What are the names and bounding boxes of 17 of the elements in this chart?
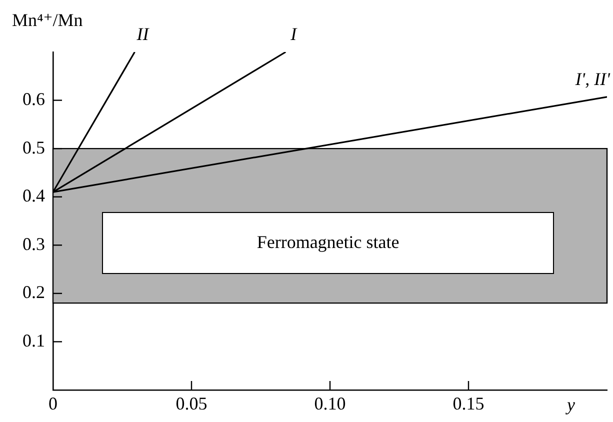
- y-tick-label: 0.5: [22, 137, 45, 158]
- y-tick-label: 0.6: [22, 89, 45, 110]
- series-label: II: [136, 24, 150, 44]
- y-tick-label: 0.2: [22, 282, 45, 302]
- y-axis-title: Mn⁴⁺/Mn: [12, 10, 83, 30]
- series-label: I: [290, 24, 298, 44]
- x-tick-label: 0.05: [176, 394, 208, 414]
- y-tick-label: 0.1: [22, 330, 45, 350]
- annotation: Ferromagnetic state: [256, 232, 400, 254]
- y-tick-label: 0.3: [22, 234, 45, 254]
- x-axis-title: y: [565, 394, 575, 415]
- x-tick-label: 0.15: [452, 394, 484, 414]
- y-tick-label: 0.4: [22, 186, 45, 206]
- x-tick-label: 0: [48, 394, 58, 414]
- label-box: Ferromagnetic state: [102, 212, 554, 274]
- x-tick-label: 0.10: [314, 394, 346, 414]
- series-label: I', II': [574, 68, 612, 89]
